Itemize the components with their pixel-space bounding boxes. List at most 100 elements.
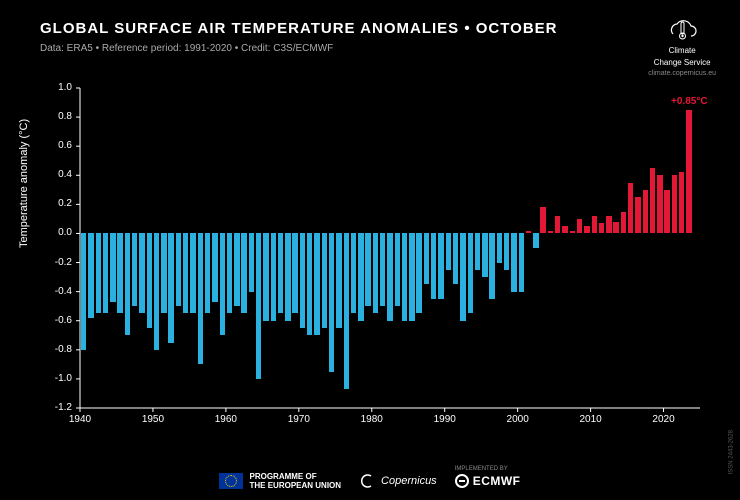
bar <box>424 233 429 284</box>
x-tick-label: 1980 <box>361 414 383 425</box>
bar <box>475 233 480 269</box>
bar <box>212 233 217 301</box>
bar <box>344 233 349 389</box>
bar <box>234 233 239 306</box>
bar <box>679 172 684 233</box>
bar <box>278 233 283 313</box>
bar <box>577 219 582 234</box>
bar <box>672 175 677 233</box>
y-tick-label: -1.0 <box>42 373 72 384</box>
logo-url: climate.copernicus.eu <box>648 70 716 77</box>
copernicus-icon <box>359 473 375 489</box>
bar <box>468 233 473 313</box>
bar <box>365 233 370 306</box>
bar <box>395 233 400 306</box>
bar <box>125 233 130 335</box>
bar <box>519 233 524 291</box>
bar <box>110 233 115 301</box>
bar <box>249 233 254 291</box>
bar <box>409 233 414 320</box>
y-tick-label: 0.2 <box>42 198 72 209</box>
bar <box>322 233 327 328</box>
bar <box>263 233 268 320</box>
x-tick-label: 2020 <box>652 414 674 425</box>
bar <box>176 233 181 306</box>
bar <box>81 233 86 349</box>
bar <box>599 223 604 233</box>
bar <box>489 233 494 298</box>
y-tick-label: 0.0 <box>42 227 72 238</box>
ecmwf-text: ECMWF <box>473 474 521 488</box>
x-tick-label: 1950 <box>142 414 164 425</box>
bar <box>285 233 290 320</box>
bar <box>402 233 407 320</box>
bar <box>132 233 137 306</box>
y-tick-label: 1.0 <box>42 82 72 93</box>
bar <box>161 233 166 313</box>
bar <box>351 233 356 313</box>
bar <box>183 233 188 313</box>
eu-block: PROGRAMME OF THE EUROPEAN UNION <box>219 472 341 490</box>
cloud-thermometer-icon <box>665 16 699 44</box>
x-tick-label: 2000 <box>507 414 529 425</box>
bar <box>300 233 305 328</box>
y-tick-label: 0.8 <box>42 111 72 122</box>
bar <box>635 197 640 233</box>
side-credit: ISSN 2443-2628 <box>728 430 734 474</box>
bar <box>446 233 451 269</box>
bar <box>271 233 276 320</box>
bar <box>373 233 378 313</box>
bar <box>540 207 545 233</box>
bar <box>482 233 487 277</box>
x-tick-label: 1990 <box>434 414 456 425</box>
bar <box>584 226 589 233</box>
bar <box>460 233 465 320</box>
bar <box>380 233 385 306</box>
copernicus-block: Copernicus <box>359 473 437 489</box>
copernicus-text: Copernicus <box>381 475 437 487</box>
implemented-by: IMPLEMENTED BY <box>455 466 508 472</box>
bar <box>190 233 195 313</box>
eu-flag-icon <box>219 473 243 489</box>
bar <box>533 233 538 248</box>
bar <box>198 233 203 364</box>
eu-line2: THE EUROPEAN UNION <box>249 481 341 490</box>
bar <box>497 233 502 262</box>
bar <box>453 233 458 284</box>
chart-title: GLOBAL SURFACE AIR TEMPERATURE ANOMALIES… <box>40 20 558 37</box>
ecmwf-block: IMPLEMENTED BY ECMWF <box>455 474 521 488</box>
logo-line1: Climate <box>648 46 716 56</box>
bar <box>154 233 159 349</box>
bar <box>139 233 144 313</box>
bar <box>431 233 436 298</box>
bar <box>205 233 210 313</box>
y-axis-label: Temperature anomaly (°C) <box>18 119 30 248</box>
footer: PROGRAMME OF THE EUROPEAN UNION Copernic… <box>0 472 740 490</box>
bar <box>504 233 509 269</box>
bar <box>117 233 122 313</box>
y-tick-label: -0.4 <box>42 286 72 297</box>
y-tick-label: -0.8 <box>42 344 72 355</box>
y-tick-label: 0.6 <box>42 140 72 151</box>
x-tick-label: 1970 <box>288 414 310 425</box>
chart-area: +0.85°C <box>80 88 700 408</box>
bar <box>657 175 662 233</box>
eu-line1: PROGRAMME OF <box>249 472 341 481</box>
root: GLOBAL SURFACE AIR TEMPERATURE ANOMALIES… <box>0 0 740 500</box>
bar <box>555 216 560 233</box>
x-tick-label: 1940 <box>69 414 91 425</box>
bar <box>96 233 101 313</box>
plot-area <box>80 88 700 408</box>
ecmwf-icon <box>455 474 469 488</box>
bar <box>628 183 633 234</box>
bar <box>526 231 531 234</box>
bar <box>643 190 648 234</box>
x-tick-label: 2010 <box>579 414 601 425</box>
bar <box>686 110 691 234</box>
y-tick-label: 0.4 <box>42 169 72 180</box>
header: GLOBAL SURFACE AIR TEMPERATURE ANOMALIES… <box>40 20 558 54</box>
bar <box>168 233 173 342</box>
y-tick-label: -1.2 <box>42 402 72 413</box>
bar <box>88 233 93 317</box>
bar <box>664 190 669 234</box>
